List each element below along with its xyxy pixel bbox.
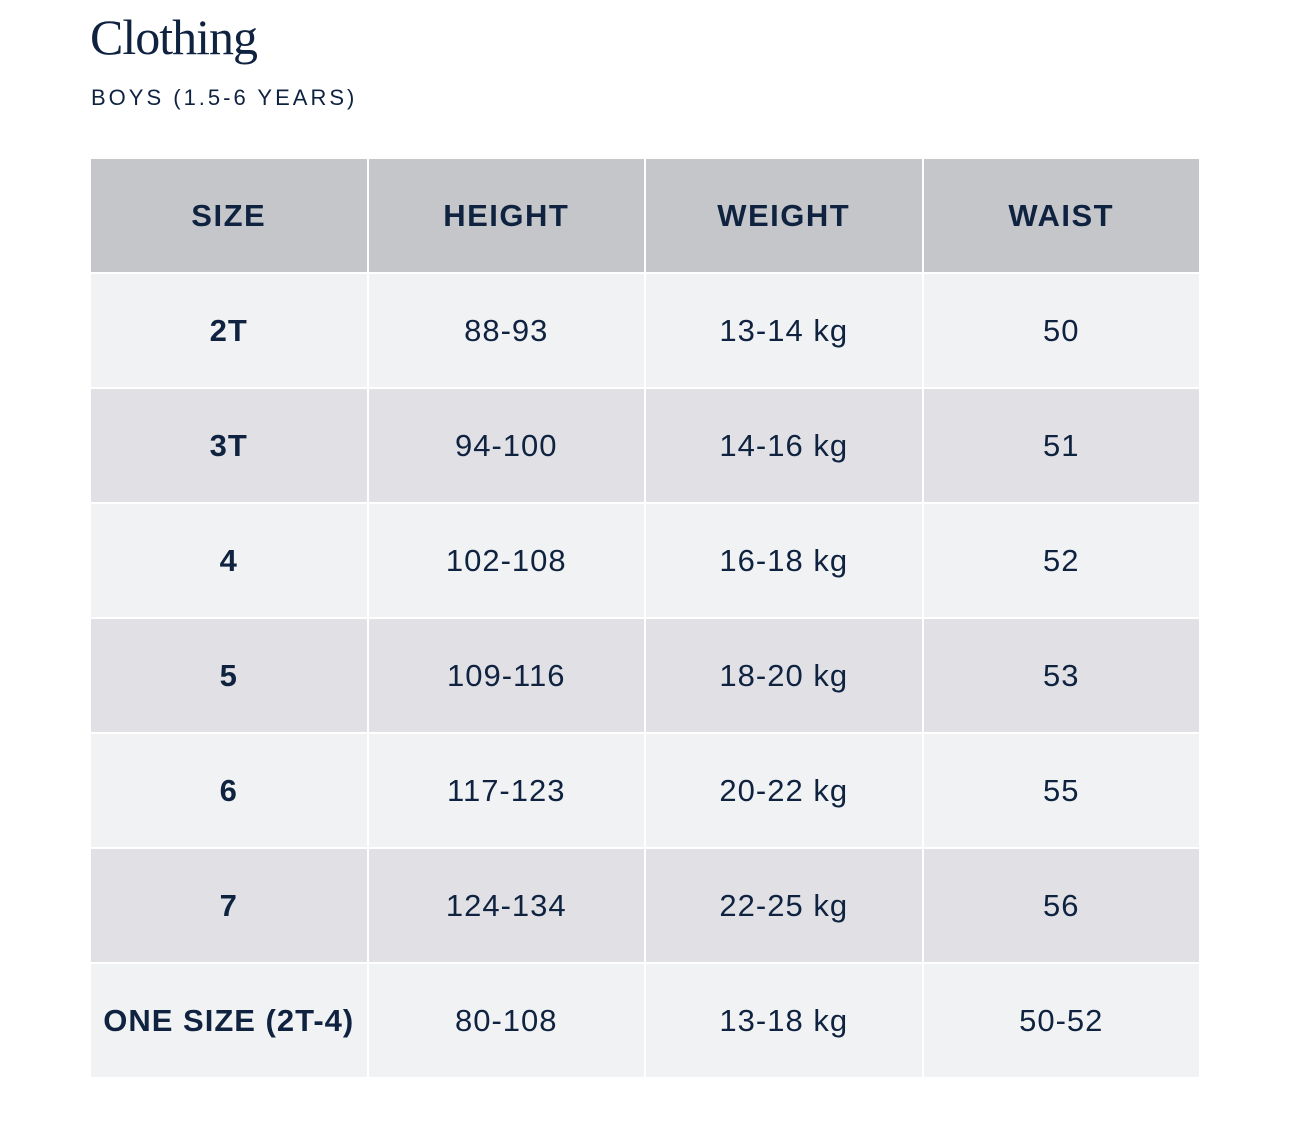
- header-size: SIZE: [89, 157, 369, 274]
- table-row: 4 102-108 16-18 kg 52: [89, 502, 1201, 619]
- cell-waist: 55: [921, 732, 1201, 849]
- cell-size: 3T: [89, 387, 369, 504]
- cell-weight: 14-16 kg: [644, 387, 924, 504]
- cell-weight: 18-20 kg: [644, 617, 924, 734]
- cell-waist: 53: [921, 617, 1201, 734]
- table-row: ONE SIZE (2T-4) 80-108 13-18 kg 50-52: [89, 962, 1201, 1079]
- header-waist: WAIST: [921, 157, 1201, 274]
- cell-size: 7: [89, 847, 369, 964]
- table-row: 7 124-134 22-25 kg 56: [89, 847, 1201, 964]
- cell-size: 5: [89, 617, 369, 734]
- table-row: 5 109-116 18-20 kg 53: [89, 617, 1201, 734]
- cell-weight: 16-18 kg: [644, 502, 924, 619]
- table-row: 3T 94-100 14-16 kg 51: [89, 387, 1201, 504]
- cell-size: ONE SIZE (2T-4): [89, 962, 369, 1079]
- cell-waist: 50: [921, 272, 1201, 389]
- size-chart-table: SIZE HEIGHT WEIGHT WAIST 2T 88-93 13-14 kg…: [89, 157, 1201, 1079]
- cell-weight: 13-18 kg: [644, 962, 924, 1079]
- cell-weight: 13-14 kg: [644, 272, 924, 389]
- cell-height: 80-108: [366, 962, 646, 1079]
- header-weight: WEIGHT: [644, 157, 924, 274]
- header-height: HEIGHT: [366, 157, 646, 274]
- cell-height: 102-108: [366, 502, 646, 619]
- page-title: Clothing: [90, 9, 258, 65]
- table-row: 2T 88-93 13-14 kg 50: [89, 272, 1201, 389]
- table-row: 6 117-123 20-22 kg 55: [89, 732, 1201, 849]
- cell-size: 4: [89, 502, 369, 619]
- cell-size: 2T: [89, 272, 369, 389]
- cell-weight: 22-25 kg: [644, 847, 924, 964]
- cell-waist: 52: [921, 502, 1201, 619]
- cell-weight: 20-22 kg: [644, 732, 924, 849]
- cell-waist: 51: [921, 387, 1201, 504]
- section-subtitle: BOYS (1.5-6 YEARS): [91, 85, 358, 110]
- cell-waist: 56: [921, 847, 1201, 964]
- cell-height: 88-93: [366, 272, 646, 389]
- cell-height: 124-134: [366, 847, 646, 964]
- table-header-row: SIZE HEIGHT WEIGHT WAIST: [89, 157, 1201, 274]
- cell-height: 117-123: [366, 732, 646, 849]
- cell-height: 94-100: [366, 387, 646, 504]
- cell-size: 6: [89, 732, 369, 849]
- cell-height: 109-116: [366, 617, 646, 734]
- cell-waist: 50-52: [921, 962, 1201, 1079]
